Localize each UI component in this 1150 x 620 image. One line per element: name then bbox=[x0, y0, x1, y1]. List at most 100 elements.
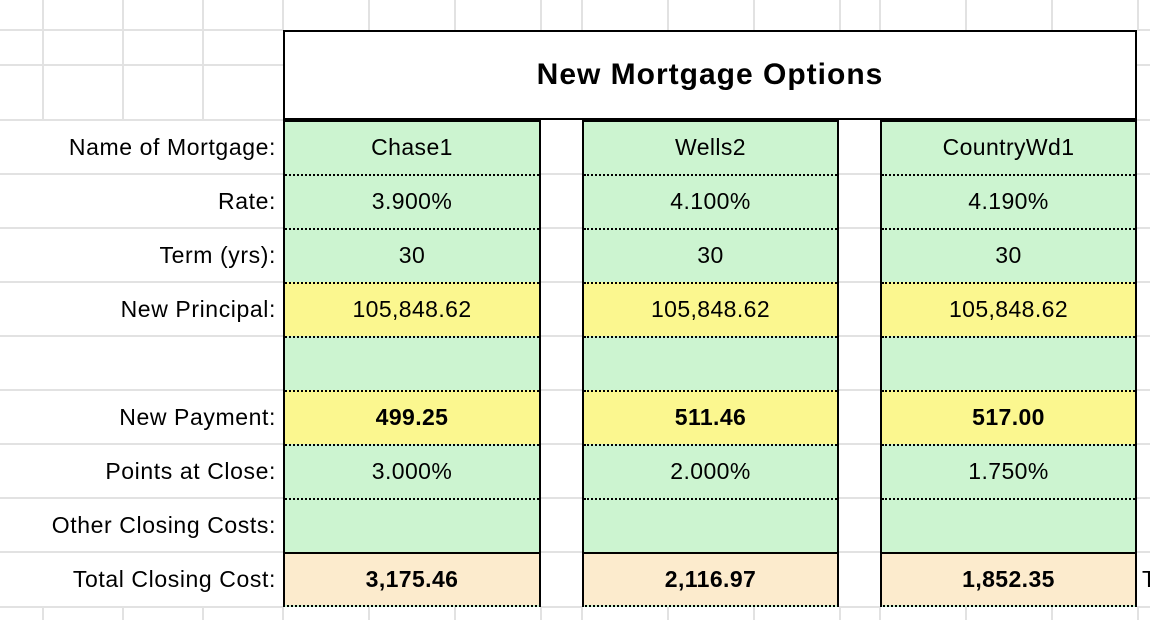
gridline bbox=[0, 389, 283, 391]
row-label-points-at-close[interactable]: Points at Close: bbox=[105, 457, 276, 484]
gridline bbox=[0, 173, 283, 175]
gridline bbox=[454, 0, 456, 30]
col2-points-cell[interactable]: 2.000% bbox=[584, 443, 837, 498]
gridline bbox=[0, 551, 283, 553]
gridline bbox=[122, 607, 124, 620]
table-title: New Mortgage Options bbox=[536, 58, 884, 91]
col3-new-principal-cell[interactable]: 105,848.62 bbox=[882, 281, 1135, 336]
row-label-term[interactable]: Term (yrs): bbox=[159, 241, 276, 268]
mortgage-column-2: Wells2 4.100% 30 105,848.62 511.46 2.000… bbox=[582, 120, 839, 607]
gridline bbox=[1137, 606, 1150, 608]
gridline bbox=[0, 119, 283, 121]
col3-rate-cell[interactable]: 4.190% bbox=[882, 173, 1135, 228]
gridline bbox=[1137, 335, 1150, 337]
gridline bbox=[454, 607, 456, 620]
col2-blank-cell[interactable] bbox=[584, 335, 837, 390]
gridline bbox=[1137, 281, 1150, 283]
gridline bbox=[581, 0, 583, 30]
gridline bbox=[0, 335, 283, 337]
col2-name-cell[interactable]: Wells2 bbox=[584, 122, 837, 174]
gridline bbox=[1137, 0, 1139, 30]
col3-term-cell[interactable]: 30 bbox=[882, 227, 1135, 282]
row-label-other-closing-costs[interactable]: Other Closing Costs: bbox=[51, 511, 276, 538]
col2-rate-cell[interactable]: 4.100% bbox=[584, 173, 837, 228]
gridline bbox=[540, 607, 542, 620]
gridline bbox=[0, 281, 283, 283]
gridline bbox=[541, 335, 582, 337]
col2-new-principal-cell[interactable]: 105,848.62 bbox=[584, 281, 837, 336]
gridline bbox=[1137, 389, 1150, 391]
gridline bbox=[0, 606, 283, 608]
gridline bbox=[667, 0, 669, 30]
gridline bbox=[1137, 119, 1150, 121]
gridline bbox=[753, 0, 755, 30]
col2-new-payment-cell[interactable]: 511.46 bbox=[584, 389, 837, 444]
gridline bbox=[202, 607, 204, 620]
gridline bbox=[1137, 551, 1150, 553]
col1-total-closing-cost-cell[interactable]: 3,175.46 bbox=[285, 551, 539, 605]
gridline bbox=[839, 281, 880, 283]
gridline bbox=[581, 607, 583, 620]
col1-name-cell[interactable]: Chase1 bbox=[285, 122, 539, 174]
col3-other-closing-costs-cell[interactable] bbox=[882, 497, 1135, 552]
mortgage-column-1: Chase1 3.900% 30 105,848.62 499.25 3.000… bbox=[283, 120, 541, 607]
col2-other-closing-costs-cell[interactable] bbox=[584, 497, 837, 552]
gridline bbox=[42, 607, 44, 620]
gridline bbox=[1051, 0, 1053, 30]
gridline bbox=[42, 0, 44, 120]
gridline bbox=[122, 0, 124, 120]
gridline bbox=[1137, 497, 1150, 499]
col1-blank-cell[interactable] bbox=[285, 335, 539, 390]
gridline bbox=[541, 606, 582, 608]
col3-points-cell[interactable]: 1.750% bbox=[882, 443, 1135, 498]
row-label-new-payment[interactable]: New Payment: bbox=[119, 403, 276, 430]
row-label-new-principal[interactable]: New Principal: bbox=[120, 295, 276, 322]
gridline bbox=[0, 497, 283, 499]
gridline bbox=[965, 607, 967, 620]
gridline bbox=[839, 389, 880, 391]
gridline bbox=[0, 227, 283, 229]
gridline bbox=[541, 443, 582, 445]
gridline bbox=[541, 227, 582, 229]
gridline bbox=[839, 335, 880, 337]
row-label-name-of-mortgage[interactable]: Name of Mortgage: bbox=[68, 133, 276, 160]
gridline bbox=[0, 29, 283, 31]
col1-other-closing-costs-cell[interactable] bbox=[285, 497, 539, 552]
clipped-cell-text-right[interactable]: T bbox=[1142, 566, 1150, 592]
col1-new-principal-cell[interactable]: 105,848.62 bbox=[285, 281, 539, 336]
gridline bbox=[965, 0, 967, 30]
col3-name-cell[interactable]: CountryWd1 bbox=[882, 122, 1135, 174]
gridline bbox=[839, 606, 880, 608]
gridline bbox=[879, 0, 881, 30]
gridline bbox=[541, 281, 582, 283]
gridline bbox=[0, 443, 283, 445]
gridline bbox=[1051, 607, 1053, 620]
col3-new-payment-cell[interactable]: 517.00 bbox=[882, 389, 1135, 444]
gridline bbox=[1137, 607, 1139, 620]
col1-term-cell[interactable]: 30 bbox=[285, 227, 539, 282]
col1-rate-cell[interactable]: 3.900% bbox=[285, 173, 539, 228]
gridline bbox=[541, 389, 582, 391]
col1-new-payment-cell[interactable]: 499.25 bbox=[285, 389, 539, 444]
row-label-total-closing-cost[interactable]: Total Closing Cost: bbox=[72, 566, 276, 592]
row-label-rate[interactable]: Rate: bbox=[218, 187, 276, 214]
gridline bbox=[1137, 64, 1150, 66]
gridline bbox=[540, 0, 542, 30]
gridline bbox=[368, 0, 370, 30]
gridline bbox=[541, 173, 582, 175]
gridline bbox=[839, 443, 880, 445]
gridline bbox=[541, 497, 582, 499]
col1-points-cell[interactable]: 3.000% bbox=[285, 443, 539, 498]
col2-total-closing-cost-cell[interactable]: 2,116.97 bbox=[584, 551, 837, 605]
col2-term-cell[interactable]: 30 bbox=[584, 227, 837, 282]
col3-total-closing-cost-cell[interactable]: 1,852.35 bbox=[882, 551, 1135, 605]
gridline bbox=[839, 497, 880, 499]
gridline bbox=[368, 607, 370, 620]
col3-blank-cell[interactable] bbox=[882, 335, 1135, 390]
table-title-cell[interactable]: New Mortgage Options bbox=[283, 30, 1137, 120]
gridline bbox=[839, 551, 880, 553]
gridline bbox=[0, 64, 283, 66]
gridline bbox=[753, 607, 755, 620]
gridline bbox=[541, 551, 582, 553]
gridline bbox=[1137, 29, 1150, 31]
